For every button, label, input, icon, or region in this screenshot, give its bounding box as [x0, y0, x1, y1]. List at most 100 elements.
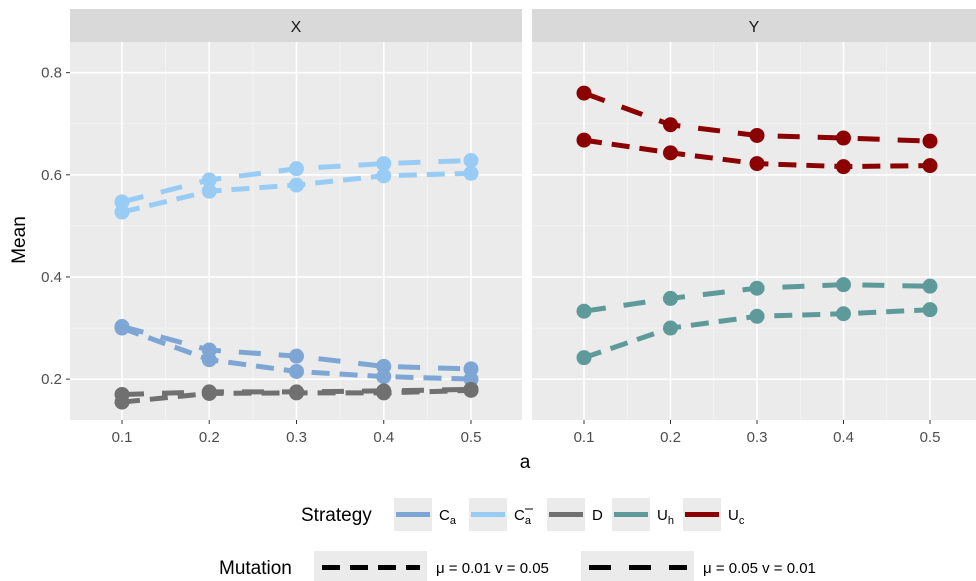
data-point — [922, 158, 938, 174]
mutation-legend: Mutation μ = 0.01 v = 0.05 μ = 0.05 v = 0.… — [219, 551, 816, 581]
x-tick-label: 0.1 — [574, 429, 595, 446]
x-tick-label: 0.3 — [747, 429, 768, 446]
data-point — [201, 342, 217, 358]
data-point — [289, 161, 304, 177]
data-point — [663, 290, 678, 306]
y-tick-label: 0.2 — [41, 371, 62, 388]
x-tick-label: 0.1 — [112, 429, 133, 446]
facet-label: X — [291, 19, 302, 36]
data-point — [289, 384, 304, 400]
x-tick-label: 0.2 — [660, 429, 681, 446]
legend-label-base: U — [728, 507, 739, 524]
data-point — [376, 168, 392, 184]
legend-label: μ = 0.05 v = 0.01 — [703, 560, 816, 577]
x-tick-label: 0.2 — [199, 429, 220, 446]
facet-label: Y — [749, 19, 760, 36]
data-point — [836, 306, 851, 322]
data-point — [576, 303, 592, 319]
x-tick-label: 0.4 — [833, 429, 854, 446]
facet-panel-Y: Y — [532, 9, 976, 420]
legend-title: Strategy — [301, 505, 372, 526]
legend-label-subscript: c — [739, 515, 745, 527]
legend-label: μ = 0.01 v = 0.05 — [436, 560, 549, 577]
data-point — [663, 117, 678, 133]
data-point — [463, 165, 479, 181]
series-Y-Uc-m2 — [576, 85, 938, 149]
data-point — [576, 85, 592, 101]
legend-label: Uh — [657, 507, 674, 527]
series-Y-Uh-m2 — [576, 277, 938, 319]
legend-entry-Uc: Uc — [683, 498, 745, 531]
x-tick-label: 0.4 — [373, 429, 394, 446]
y-axis: 0.2 0.4 0.6 0.8 — [41, 65, 70, 388]
legend-title: Mutation — [219, 558, 292, 579]
y-tick-label: 0.6 — [41, 167, 62, 184]
data-point — [463, 153, 479, 169]
data-point — [749, 308, 765, 324]
data-point — [749, 127, 765, 143]
legend-label-base: C — [439, 507, 450, 524]
data-point — [376, 156, 392, 172]
data-point — [663, 145, 678, 161]
data-point — [463, 361, 479, 377]
x-tick-label: 0.5 — [461, 429, 482, 446]
data-point — [836, 159, 851, 175]
series-X-D-m2 — [114, 381, 479, 402]
y-tick-label: 0.4 — [41, 269, 62, 286]
legend-label-base: C — [514, 507, 525, 524]
data-point — [376, 358, 392, 374]
legend-label: D — [592, 507, 603, 524]
legend-entry-Ca: Ca — [394, 498, 457, 531]
x-axis-title: a — [520, 452, 531, 473]
x-tick-label: 0.5 — [920, 429, 941, 446]
data-point — [576, 350, 592, 366]
data-point — [376, 383, 392, 399]
legend-label-subscript: a — [525, 515, 532, 527]
legend-label-base: U — [657, 507, 668, 524]
y-tick-label: 0.8 — [41, 65, 62, 82]
facet-panel-X: X — [70, 9, 522, 420]
data-point — [922, 133, 938, 149]
legend-label-base: D — [592, 507, 603, 524]
strategy-legend: Strategy Ca Ca D Uh Uc — [301, 498, 745, 531]
data-point — [289, 348, 304, 364]
facet-strip — [70, 9, 522, 42]
data-point — [749, 280, 765, 296]
legend-label-subscript: h — [668, 515, 674, 527]
facet-strip — [532, 9, 976, 42]
data-point — [201, 183, 217, 199]
data-point — [749, 156, 765, 172]
data-point — [201, 384, 217, 400]
legend-label: Ca — [514, 507, 532, 527]
legend-entry-Uh: Uh — [612, 498, 674, 531]
series-X-Cabar-m2 — [114, 153, 479, 210]
series-X-Ca-m2 — [114, 319, 479, 377]
data-point — [576, 132, 592, 148]
y-axis-title: Mean — [9, 216, 30, 264]
x-axis: 0.1 0.2 0.3 0.4 0.5 0.1 0.2 0.3 0.4 0.5 — [112, 420, 941, 446]
data-point — [663, 320, 678, 336]
data-point — [114, 386, 130, 402]
data-point — [836, 277, 851, 293]
data-point — [114, 194, 130, 210]
legend-entry-m2: μ = 0.05 v = 0.01 — [581, 551, 816, 581]
data-point — [289, 177, 304, 193]
data-point — [922, 278, 938, 294]
series-Y-Uh-m1 — [576, 302, 938, 366]
x-tick-label: 0.3 — [286, 429, 307, 446]
legend-label: Ca — [439, 507, 457, 527]
data-point — [114, 319, 130, 335]
data-point — [922, 302, 938, 318]
series-Y-Uc-m1 — [576, 132, 938, 175]
data-point — [836, 130, 851, 146]
data-point — [463, 381, 479, 397]
series-X-Cabar-m1 — [114, 165, 479, 220]
legend-label: Uc — [728, 507, 745, 527]
panel-background — [532, 42, 976, 420]
legend-entry-Cabar: Ca — [469, 498, 533, 531]
legend-entry-D: D — [547, 498, 603, 531]
data-point — [289, 363, 304, 379]
data-point — [201, 172, 217, 188]
legend-label-subscript: a — [450, 515, 457, 527]
